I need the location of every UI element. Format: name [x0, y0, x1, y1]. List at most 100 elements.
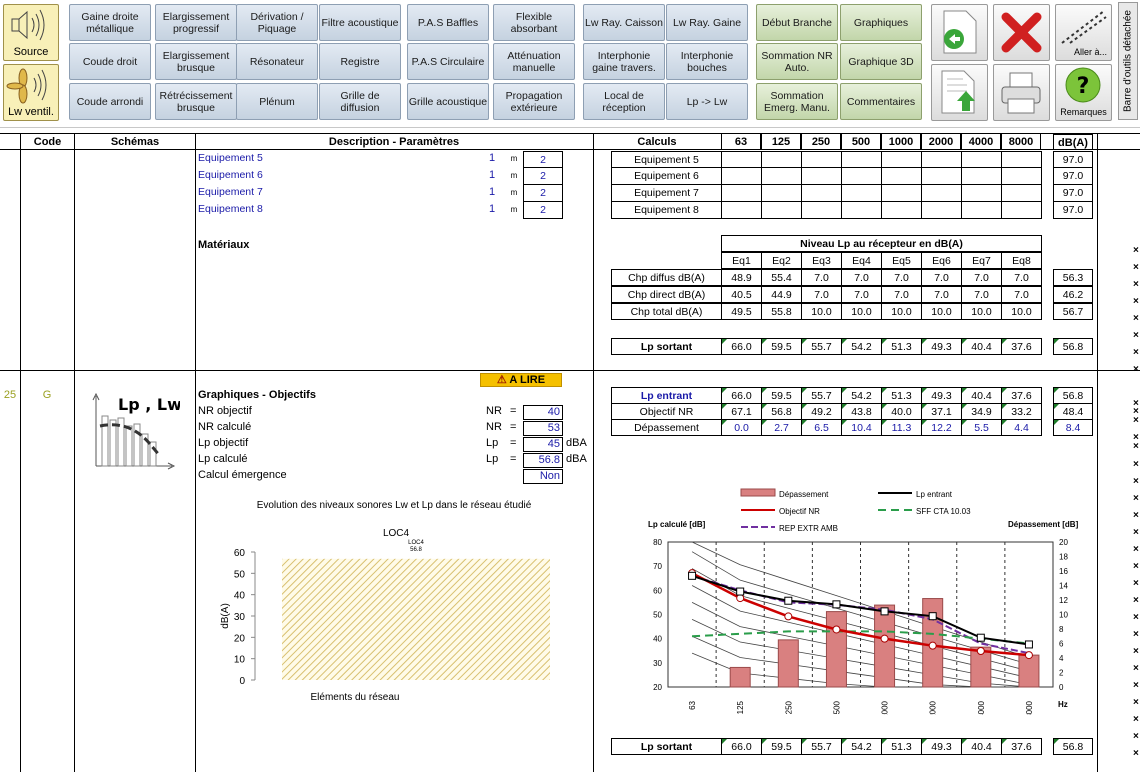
row-marker[interactable]: ×	[1133, 629, 1139, 640]
param-equals: =	[510, 453, 517, 465]
row-marker[interactable]: ×	[1133, 459, 1139, 470]
dba-cell: 97.0	[1053, 151, 1093, 168]
branch-button[interactable]: Début Branche	[756, 4, 838, 41]
row-marker[interactable]: ×	[1133, 330, 1139, 341]
tool-button[interactable]: Elargissement progressif	[155, 4, 237, 41]
tool-button[interactable]: Rétrécissement brusque	[155, 83, 237, 120]
tool-button[interactable]: Lp -> Lw	[666, 83, 748, 120]
param-value[interactable]: 45	[523, 437, 563, 452]
calculs-header: Calculs	[637, 136, 677, 148]
goto-button[interactable]: Aller à...	[1055, 4, 1112, 61]
empty-cell	[721, 168, 762, 185]
row-marker[interactable]: ×	[1133, 680, 1139, 691]
empty-cell	[921, 185, 962, 202]
row-marker[interactable]: ×	[1133, 279, 1139, 290]
row-marker[interactable]: ×	[1133, 313, 1139, 324]
speaker-icon	[11, 9, 45, 41]
row-marker[interactable]: ×	[1133, 714, 1139, 725]
row-marker[interactable]: ×	[1133, 510, 1139, 521]
tool-button[interactable]: Grille acoustique	[407, 83, 489, 120]
branch-button[interactable]: Sommation Emerg. Manu.	[756, 83, 838, 120]
tool-button[interactable]: Atténuation manuelle	[493, 43, 575, 80]
unit-label: m	[510, 188, 518, 197]
lp-sortant-value: 37.6	[1001, 338, 1042, 355]
tool-button[interactable]: Résonateur	[236, 43, 318, 80]
lp-sortant-value: 55.7	[801, 338, 842, 355]
branch-button[interactable]: Graphiques	[840, 4, 922, 41]
delete-button[interactable]	[993, 4, 1050, 61]
tool-button[interactable]: Flexible absorbant	[493, 4, 575, 41]
branch-button[interactable]: Graphique 3D	[840, 43, 922, 80]
row-marker[interactable]: ×	[1133, 296, 1139, 307]
tool-button[interactable]: Coude arrondi	[69, 83, 151, 120]
empty-cell	[841, 168, 882, 185]
row-marker[interactable]: ×	[1133, 415, 1139, 426]
tool-button[interactable]: Filtre acoustique	[319, 4, 401, 41]
tool-button[interactable]: Dérivation / Piquage	[236, 4, 318, 41]
row-marker[interactable]: ×	[1133, 646, 1139, 657]
row-marker[interactable]: ×	[1133, 697, 1139, 708]
row-marker[interactable]: ×	[1133, 398, 1139, 409]
row-marker[interactable]: ×	[1133, 476, 1139, 487]
niveau-value: 7.0	[921, 286, 962, 303]
branch-button[interactable]: Commentaires	[840, 83, 922, 120]
branch-button[interactable]: Sommation NR Auto.	[756, 43, 838, 80]
tool-button[interactable]: Local de réception	[583, 83, 665, 120]
empty-cell	[921, 202, 962, 219]
row-marker[interactable]: ×	[1133, 748, 1139, 759]
dotted-arrow-icon	[1061, 10, 1107, 44]
tool-button[interactable]: Elargissement brusque	[155, 43, 237, 80]
row-marker[interactable]: ×	[1133, 561, 1139, 572]
row-marker[interactable]: ×	[1133, 245, 1139, 256]
lw-ventil-button[interactable]: Lw ventil.	[3, 64, 59, 121]
row-marker[interactable]: ×	[1133, 432, 1139, 443]
lp-sortant-label: Lp sortant	[611, 738, 722, 755]
param-value[interactable]: 40	[523, 405, 563, 420]
source-button[interactable]: Source	[3, 4, 59, 61]
tool-button[interactable]: Interphonie bouches	[666, 43, 748, 80]
param-value[interactable]: 53	[523, 421, 563, 436]
tool-button[interactable]: P.A.S Baffles	[407, 4, 489, 41]
tool-button[interactable]: Interphonie gaine travers.	[583, 43, 665, 80]
print-button[interactable]	[993, 64, 1050, 121]
bar	[282, 558, 550, 680]
bar	[729, 666, 751, 688]
param-value[interactable]: 56.8	[523, 453, 563, 468]
tool-button[interactable]: Registre	[319, 43, 401, 80]
undo-button[interactable]	[931, 4, 988, 61]
niveau-value: 7.0	[841, 286, 882, 303]
row-marker[interactable]: ×	[1133, 493, 1139, 504]
row-marker[interactable]: ×	[1133, 527, 1139, 538]
row-marker[interactable]: ×	[1133, 595, 1139, 606]
niveau-value: 10.0	[841, 303, 882, 320]
row-marker[interactable]: ×	[1133, 441, 1139, 452]
tool-button[interactable]: Plénum	[236, 83, 318, 120]
row-marker[interactable]: ×	[1133, 544, 1139, 555]
row-marker[interactable]: ×	[1133, 406, 1139, 417]
a-lire-badge[interactable]: ⚠ A LIRE	[480, 373, 562, 387]
y2-tick-label: 20	[1059, 538, 1068, 547]
param-value[interactable]: Non	[523, 469, 563, 484]
dba-cell: 97.0	[1053, 185, 1093, 202]
tool-button[interactable]: Grille de diffusion	[319, 83, 401, 120]
row-marker[interactable]: ×	[1133, 612, 1139, 623]
tool-button[interactable]: Propagation extérieure	[493, 83, 575, 120]
niveau-total: 46.2	[1053, 286, 1093, 303]
param-symbol: Lp	[486, 437, 499, 449]
row-marker[interactable]: ×	[1133, 663, 1139, 674]
export-button[interactable]	[931, 64, 988, 121]
equipment-name: Equipement 8	[198, 203, 263, 215]
tool-button[interactable]: Lw Ray. Caisson	[583, 4, 665, 41]
tool-button[interactable]: P.A.S Circulaire	[407, 43, 489, 80]
tool-button[interactable]: Gaine droite métallique	[69, 4, 151, 41]
tool-button[interactable]: Lw Ray. Gaine	[666, 4, 748, 41]
row-marker[interactable]: ×	[1133, 347, 1139, 358]
tool-button[interactable]: Coude droit	[69, 43, 151, 80]
row-marker[interactable]: ×	[1133, 731, 1139, 742]
row-marker[interactable]: ×	[1133, 364, 1139, 375]
lw-label: Lw ventil.	[8, 106, 54, 118]
row-marker[interactable]: ×	[1133, 262, 1139, 273]
remarks-button[interactable]: ? Remarques	[1055, 64, 1112, 121]
row-marker[interactable]: ×	[1133, 578, 1139, 589]
detached-toolbar-label[interactable]: Barre d'outils détachée	[1118, 2, 1138, 120]
